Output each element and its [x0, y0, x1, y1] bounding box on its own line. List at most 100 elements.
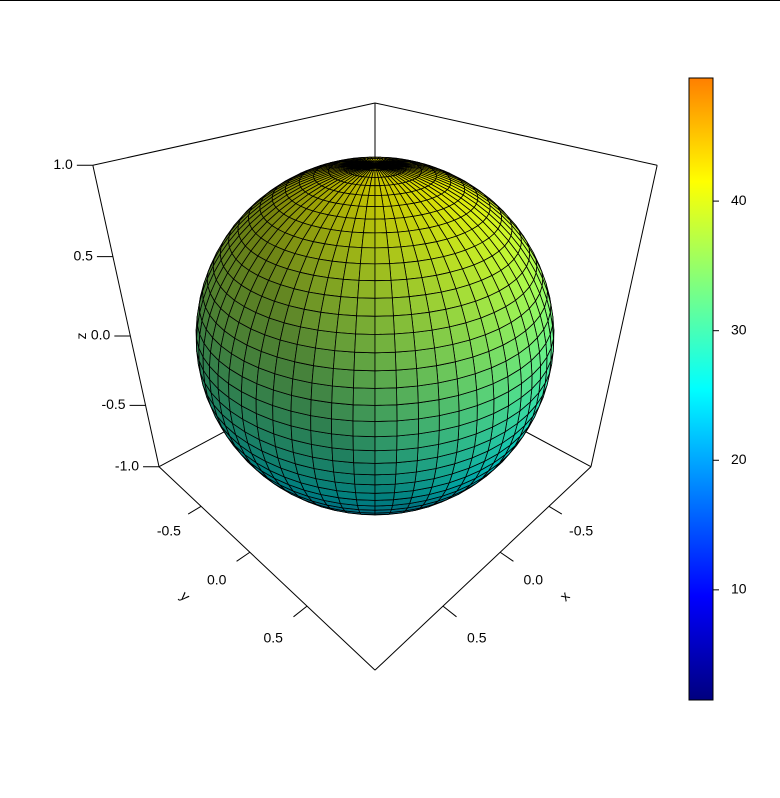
colorbar — [688, 77, 714, 701]
x-tick — [499, 551, 514, 562]
surface-facet — [332, 350, 356, 371]
y-tick — [236, 551, 251, 562]
y-axis-title: y — [177, 588, 193, 604]
z-tick-label: 0.0 — [91, 327, 111, 343]
surface-facet — [354, 483, 376, 494]
surface-facet — [413, 329, 435, 352]
surface-facet — [331, 418, 354, 437]
surface-facet — [353, 369, 376, 389]
surface-facet — [320, 294, 342, 315]
surface-facet — [417, 382, 440, 404]
surface-facet — [374, 279, 393, 299]
surface-facet — [374, 492, 395, 501]
surface-facet — [374, 218, 387, 234]
surface-facet — [414, 347, 437, 369]
surface-facet — [363, 218, 376, 234]
surface-facet — [374, 194, 384, 208]
surface-facet — [374, 449, 398, 464]
surface-facet — [366, 194, 376, 208]
x-tick-label: 0.5 — [467, 630, 487, 646]
surface-facet — [374, 247, 391, 265]
surface-facet — [352, 420, 376, 438]
x-tick-label: 0.0 — [524, 572, 544, 588]
box-edge — [374, 466, 592, 671]
surface-facet — [396, 402, 419, 422]
surface-facet — [323, 277, 344, 298]
colorbar-tick-label: 30 — [731, 321, 747, 337]
surface-facet — [389, 262, 408, 281]
surface-facet — [300, 308, 322, 331]
surface-facet — [431, 326, 454, 349]
surface-facet — [374, 435, 398, 452]
surface-facet — [374, 387, 398, 406]
surface-facet — [334, 332, 357, 353]
surface-facet — [411, 311, 433, 333]
surface-facet — [428, 308, 450, 331]
surface-facet — [331, 385, 354, 406]
z-axis-title: z — [73, 333, 89, 340]
surface-facet — [355, 492, 376, 501]
surface-facet — [357, 279, 376, 299]
colorbar-tick-label: 10 — [731, 581, 747, 597]
box-edge — [92, 165, 160, 467]
surface-facet — [374, 462, 397, 476]
surface-facet — [342, 262, 361, 281]
surface-facet — [392, 314, 414, 335]
surface-facet — [374, 315, 395, 335]
surface-facet — [406, 277, 427, 298]
colorbar-tick-label: 40 — [731, 192, 747, 208]
surface-facet — [374, 404, 398, 422]
surface-facet — [340, 278, 360, 299]
surface-facet — [352, 387, 376, 406]
y-tick-label: 0.0 — [207, 572, 227, 588]
surface-facet — [353, 351, 376, 372]
surface-facet — [394, 350, 418, 371]
box-edge — [374, 102, 658, 166]
surface-facet — [317, 311, 339, 333]
x-tick — [548, 505, 563, 515]
x-tick-label: -0.5 — [569, 522, 593, 538]
surface-facet — [364, 206, 376, 220]
box-edge — [590, 165, 658, 467]
surface-facet — [416, 365, 439, 387]
surface-facet — [353, 473, 376, 486]
surface-facet — [315, 329, 337, 352]
surface-facet — [396, 385, 419, 406]
surface-facet — [296, 326, 319, 349]
surface-facet — [387, 246, 405, 265]
z-tick-label: 0.5 — [73, 247, 93, 263]
surface-facet — [374, 297, 394, 317]
surface-facet — [338, 296, 359, 317]
surface-facet — [374, 473, 397, 486]
surface-facet — [311, 365, 334, 387]
surface-facet — [391, 296, 412, 317]
surface-facet — [374, 483, 396, 494]
surface-facet — [352, 449, 376, 464]
surface-facet — [356, 297, 376, 317]
surface-facet — [313, 347, 336, 369]
z-tick-label: -0.5 — [101, 396, 125, 412]
surface-facet — [352, 435, 376, 452]
surface-facet — [396, 418, 419, 437]
colorbar-tick-label: 20 — [731, 451, 747, 467]
surface-facet — [352, 404, 376, 422]
surface-facet — [354, 333, 376, 354]
y-tick-label: 0.5 — [263, 630, 283, 646]
surface-facet — [374, 420, 398, 438]
z-tick-label: -1.0 — [115, 457, 139, 473]
surface-facet — [331, 402, 354, 422]
x-axis-title: x — [556, 588, 572, 604]
surface-facet — [374, 206, 386, 220]
surface-facet — [408, 294, 430, 315]
surface-facet — [396, 433, 419, 451]
surface-facet — [358, 263, 376, 282]
surface-facet — [355, 315, 376, 335]
box-edge — [92, 102, 376, 166]
surface-facet — [331, 368, 355, 389]
surface-facet — [361, 232, 376, 249]
surface-facet — [390, 278, 410, 299]
y-tick — [293, 605, 308, 618]
z-tick-label: 1.0 — [53, 156, 73, 172]
